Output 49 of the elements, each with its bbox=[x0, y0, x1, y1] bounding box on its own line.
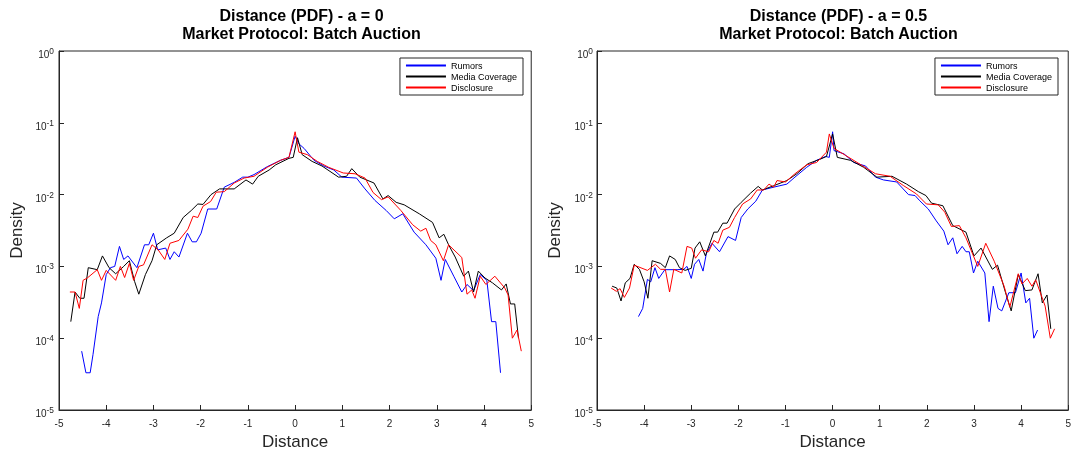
y-tick-label: 10$^{-5}$ bbox=[35, 404, 54, 422]
y-tick-label: 10$^{-1}$ bbox=[35, 116, 54, 135]
y-tick-label: 10$^{-4}$ bbox=[35, 332, 54, 350]
legend-label: Disclosure bbox=[450, 82, 493, 93]
legend-label: Rumors bbox=[450, 60, 483, 71]
x-tick-label: -5 bbox=[592, 417, 602, 429]
x-tick-label: -1 bbox=[243, 417, 253, 429]
x-tick-label: -4 bbox=[639, 417, 649, 429]
x-tick-label: 5 bbox=[528, 417, 535, 429]
y-tick-label: 10$^{-4}$ bbox=[574, 332, 593, 350]
x-tick-label: -2 bbox=[733, 417, 744, 429]
x-tick-label: 4 bbox=[1018, 417, 1025, 429]
chart-title: Distance (PDF) - a = 0 bbox=[219, 6, 384, 24]
y-tick-label: 10$^{-3}$ bbox=[574, 260, 593, 278]
y-tick-label: 10$^{-3}$ bbox=[35, 260, 54, 278]
x-axis-title: Distance bbox=[262, 431, 329, 451]
y-tick-label: 10$^{-2}$ bbox=[574, 188, 593, 206]
x-tick-label: -5 bbox=[54, 417, 64, 429]
legend-label: Media Coverage bbox=[450, 71, 518, 82]
y-tick-label: 10$^{-2}$ bbox=[35, 188, 54, 206]
y-tick-label: 10$^{-1}$ bbox=[574, 116, 593, 135]
legend-label: Rumors bbox=[985, 60, 1018, 71]
chart-subtitle: Market Protocol: Batch Auction bbox=[182, 24, 421, 42]
x-tick-label: 1 bbox=[339, 417, 346, 429]
x-tick-label: 4 bbox=[481, 417, 488, 429]
y-tick-label: 10$^{0}$ bbox=[577, 45, 593, 63]
y-axis-title: Density bbox=[545, 201, 564, 259]
x-tick-label: 3 bbox=[971, 417, 978, 429]
x-tick-label: 2 bbox=[924, 417, 931, 429]
x-tick-label: 2 bbox=[386, 417, 393, 429]
y-tick-label: 10$^{0}$ bbox=[38, 45, 54, 63]
y-axis-title: Density bbox=[7, 201, 26, 259]
y-tick-label: 10$^{-5}$ bbox=[574, 404, 593, 422]
chart-subtitle: Market Protocol: Batch Auction bbox=[719, 24, 958, 42]
x-tick-label: -4 bbox=[101, 417, 112, 429]
x-axis-title: Distance bbox=[799, 431, 866, 451]
x-tick-label: 1 bbox=[876, 417, 883, 429]
x-tick-label: -3 bbox=[686, 417, 697, 429]
line-series bbox=[81, 135, 502, 374]
legend-label: Disclosure bbox=[985, 82, 1028, 93]
chart-title: Distance (PDF) - a = 0.5 bbox=[749, 6, 928, 24]
x-tick-label: 0 bbox=[292, 417, 299, 429]
x-tick-label: 3 bbox=[433, 417, 440, 429]
x-tick-label: -1 bbox=[781, 417, 791, 429]
legend-label: Media Coverage bbox=[985, 71, 1053, 82]
x-tick-label: 5 bbox=[1065, 417, 1072, 429]
x-tick-label: -3 bbox=[148, 417, 159, 429]
x-tick-label: 0 bbox=[829, 417, 836, 429]
x-tick-label: -2 bbox=[196, 417, 206, 429]
